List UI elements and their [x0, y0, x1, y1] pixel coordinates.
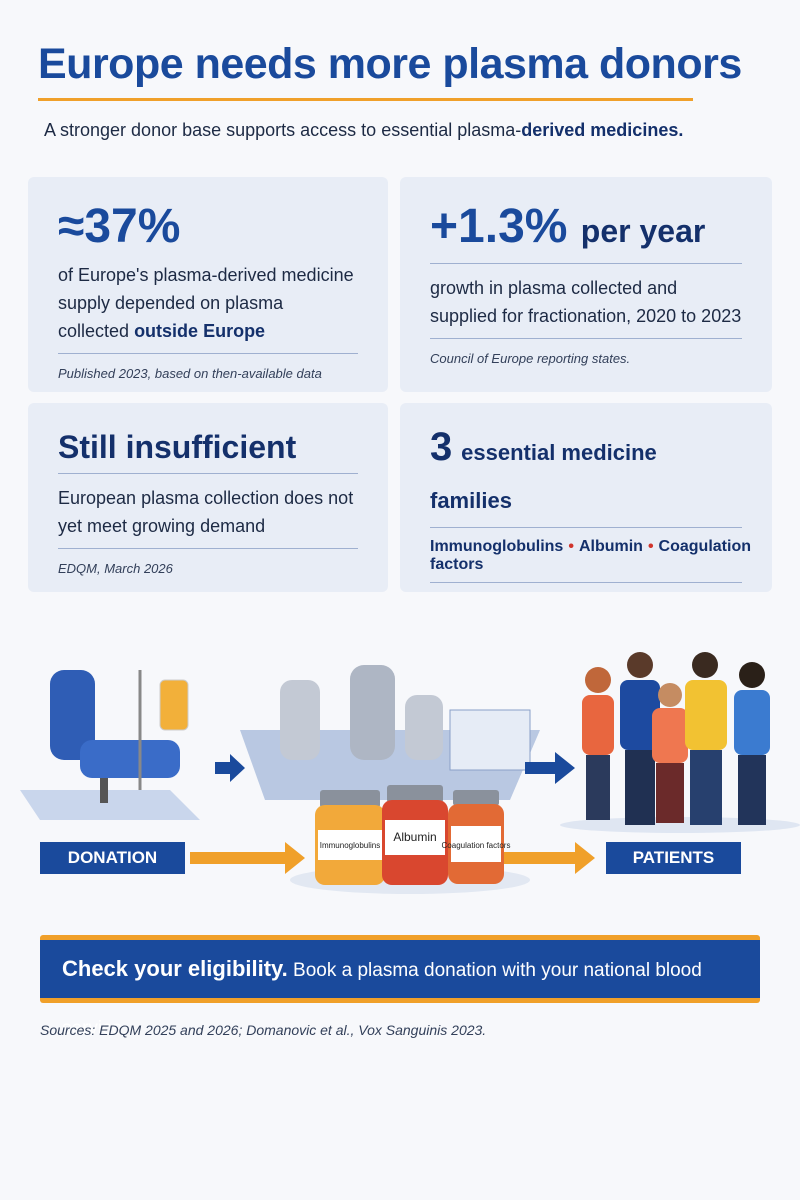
vial	[448, 790, 504, 884]
title-rule	[38, 98, 693, 101]
title: Europe needs more plasma donors	[38, 40, 742, 88]
stat-card: ≈37% of Europe's plasma-derived medicine…	[28, 177, 388, 392]
cta-emphasis: Check your eligibility.	[62, 956, 288, 981]
vial-label: Immunoglobulins	[320, 841, 380, 850]
stat-value: 3	[430, 425, 453, 469]
vial-label: Coagulation factors	[442, 841, 511, 850]
stat-suffix: essential medicine families	[430, 440, 657, 513]
divider	[430, 582, 742, 583]
divider	[430, 527, 742, 528]
divider	[430, 263, 742, 264]
vial-label: Albumin	[393, 830, 436, 844]
family: Coagulation factors	[430, 538, 751, 573]
stat: Still insufficient	[58, 429, 297, 465]
vial	[382, 785, 448, 885]
stat-text: growth in plasma collected and supplied …	[430, 278, 742, 326]
family: Immunoglobulins	[430, 538, 564, 555]
divider	[430, 338, 742, 339]
stat-card: Still insufficient European plasma colle…	[28, 403, 388, 592]
divider	[58, 473, 358, 474]
chair-back	[50, 670, 95, 760]
divider	[58, 353, 358, 354]
vial	[315, 790, 385, 885]
stat: 3 essential medicine families	[430, 425, 742, 523]
floor	[20, 790, 200, 820]
note: EDQM, March 2026	[58, 561, 173, 576]
arrow	[190, 842, 305, 874]
stat-text: European plasma collection does not yet …	[58, 488, 354, 536]
stat: +1.3% per year	[430, 199, 742, 259]
stat-card: 3 essential medicine families Immunoglob…	[400, 403, 772, 592]
tank	[350, 665, 395, 760]
stat-suffix: per year	[580, 213, 706, 249]
note: Published 2023, based on then-available …	[58, 366, 322, 381]
family: Albumin	[578, 538, 643, 555]
subtitle-emphasis: derived medicines.	[521, 120, 684, 140]
stat-value: +1.3%	[430, 200, 568, 253]
sources: Sources: EDQM 2025 and 2026; Domanovic e…	[40, 1022, 487, 1038]
building	[449, 709, 531, 771]
cta-text: Book a plasma donation with your nationa…	[62, 960, 702, 1039]
text: of Europe's plasma-derived medicine supp…	[58, 265, 354, 341]
plasma-bag	[159, 679, 189, 731]
chair-leg	[100, 778, 108, 803]
flow-illustration: Immunoglobulins Albumin Coagulation fact…	[20, 652, 800, 894]
tank	[280, 680, 320, 760]
arrow	[500, 842, 595, 874]
divider	[58, 548, 358, 549]
flow-start: DONATION	[40, 842, 185, 874]
stat-card: +1.3% per year growth in plasma collecte…	[400, 177, 772, 392]
call-to-action: Check your eligibility. Book a plasma do…	[40, 935, 760, 1039]
stat-text: of Europe's plasma-derived medicine supp…	[58, 261, 358, 345]
text-emphasis: outside Europe	[134, 321, 266, 341]
tank	[405, 695, 443, 760]
families: Immunoglobulins • Albumin • Coagulation fact…	[430, 538, 751, 574]
flow-end: PATIENTS	[606, 842, 741, 874]
chair-seat	[80, 740, 180, 778]
note: Council of Europe reporting states.	[430, 351, 631, 366]
arrow	[525, 752, 575, 784]
separator: •	[568, 538, 574, 555]
subtitle: A stronger donor base supports access to…	[44, 120, 683, 141]
people	[582, 652, 770, 825]
subtitle-text: A stronger donor base supports access to…	[44, 120, 522, 140]
stat: ≈37%	[58, 200, 181, 253]
separator: •	[647, 538, 654, 555]
arrow	[215, 754, 245, 782]
